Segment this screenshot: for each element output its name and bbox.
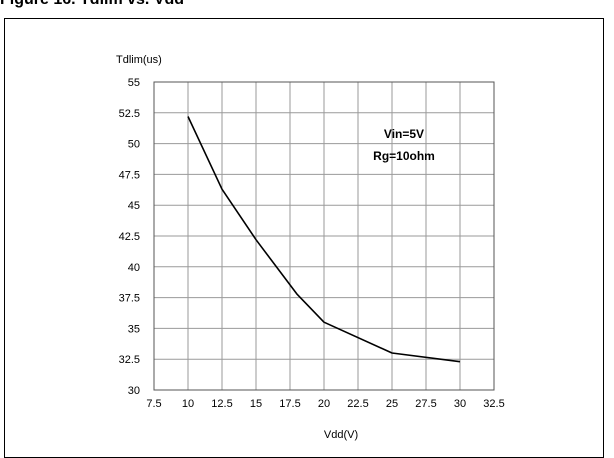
plot-area-border: [153, 81, 495, 391]
series-line-0: [187, 116, 461, 363]
x-tick-label: 27.5: [415, 398, 436, 410]
x-tick-label: 30: [454, 398, 466, 410]
y-tick-label: 45: [128, 200, 140, 212]
y-tick-label: 32.5: [119, 354, 140, 366]
figure-caption: Figure 16. Tdlim vs. Vdd: [0, 0, 184, 9]
y-tick-label: 55: [128, 77, 140, 89]
x-tick-label: 7.5: [146, 398, 161, 410]
figure-caption-strip: Figure 16. Tdlim vs. Vdd: [0, 0, 614, 12]
annotation-rg: Rg=10ohm: [373, 149, 435, 163]
x-tick-label: 20: [318, 398, 330, 410]
x-tick-label: 10: [182, 398, 194, 410]
tick-labels: 7.5 10 12.5 15 17.5 20 22.5 25 27.5 30 32.5 30 32.5 3…: [119, 77, 505, 410]
y-tick-label: 35: [128, 323, 140, 335]
x-tick-label: 32.5: [483, 398, 504, 410]
figure-frame: [4, 18, 604, 458]
y-tick-label: 52.5: [119, 108, 140, 120]
x-tick-label: 15: [250, 398, 262, 410]
line-chart: Tdlim(us) Vdd(V) Vin=5V Rg=10ohm 7.5 10 12…: [116, 54, 505, 441]
y-tick-label: 37.5: [119, 293, 140, 305]
x-tick-label: 17.5: [279, 398, 300, 410]
x-tick-label: 12.5: [211, 398, 232, 410]
y-tick-label: 50: [128, 139, 140, 151]
y-axis-label: Tdlim(us): [116, 54, 162, 66]
annotation-vin: Vin=5V: [384, 127, 424, 141]
x-tick-label: 25: [386, 398, 398, 410]
grid: [153, 81, 495, 391]
y-tick-label: 42.5: [119, 231, 140, 243]
x-axis-label: Vdd(V): [324, 429, 358, 441]
y-tick-label: 47.5: [119, 169, 140, 181]
y-tick-label: 40: [128, 262, 140, 274]
x-tick-label: 22.5: [347, 398, 368, 410]
y-tick-label: 30: [128, 385, 140, 397]
